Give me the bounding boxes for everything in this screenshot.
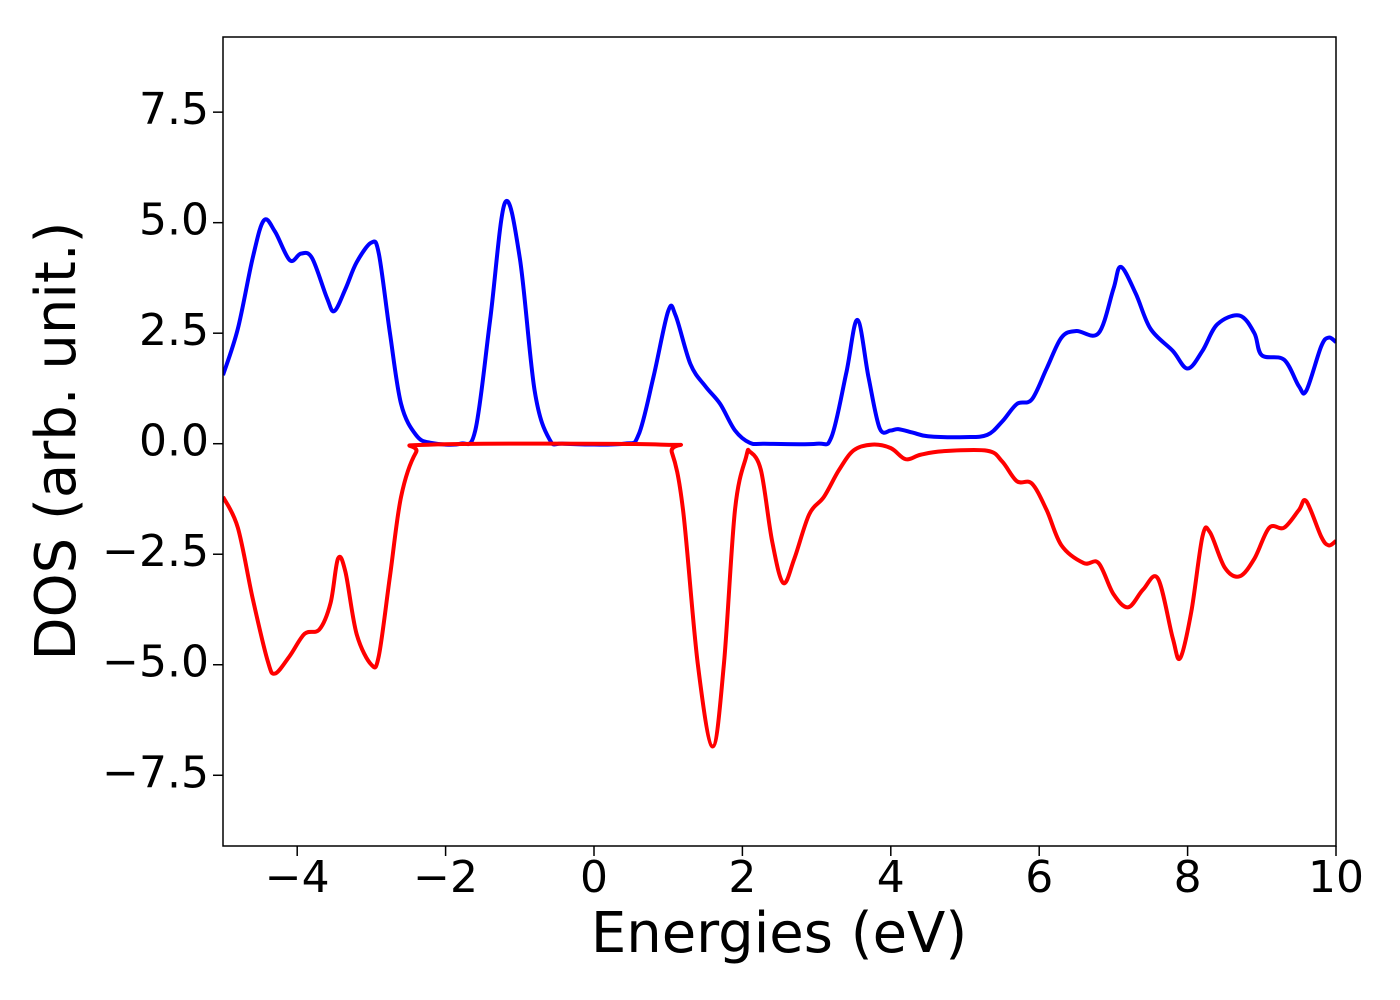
y-tick-label: −2.5 [102,526,209,577]
x-tick-label: −4 [265,852,330,903]
x-tick-label: 4 [877,852,905,903]
x-axis-label: Energies (eV) [591,901,967,966]
y-tick-label: −7.5 [102,747,209,798]
y-tick-label: 7.5 [139,84,209,135]
x-tick-label: 6 [1025,852,1053,903]
plot-frame [222,36,1337,847]
dos-line [223,441,1336,749]
x-tick-label: 0 [580,852,608,903]
y-tick-label: 0.0 [139,416,209,467]
y-tick-label: −5.0 [102,637,209,688]
dos-line [223,198,1336,447]
x-tick-label: 2 [728,852,756,903]
x-tick-label: 8 [1174,852,1202,903]
x-tick-label: −2 [413,852,478,903]
y-tick-label: 2.5 [139,305,209,356]
y-tick-label: 5.0 [139,195,209,246]
y-axis-label: DOS (arb. unit.) [24,221,89,660]
x-tick-label: 10 [1308,852,1364,903]
